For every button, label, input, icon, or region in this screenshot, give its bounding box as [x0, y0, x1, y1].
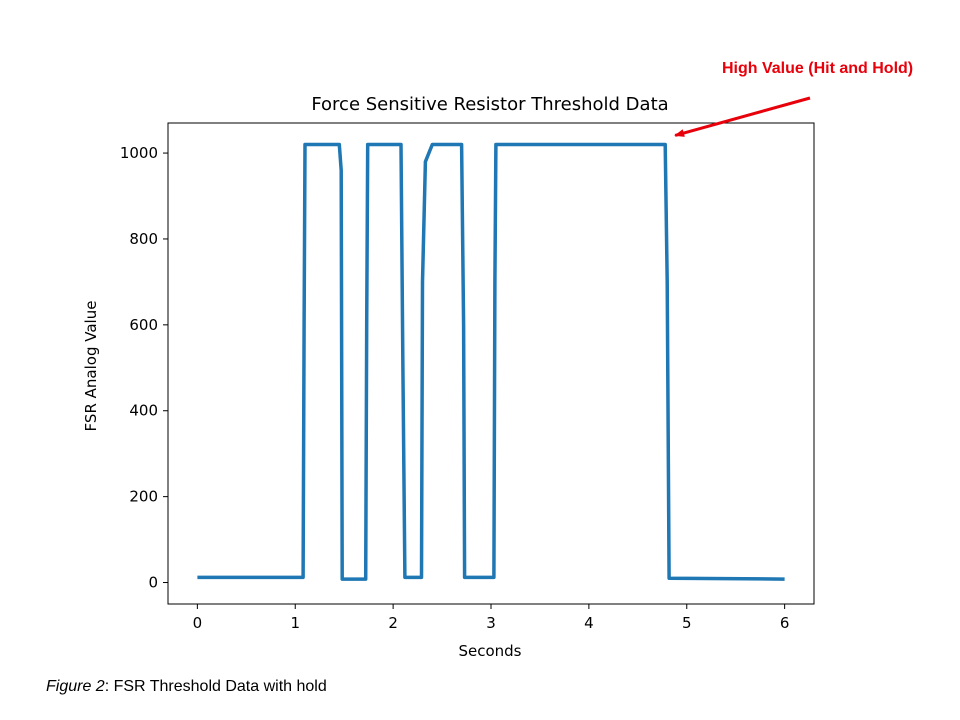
figure-label: Figure 2	[46, 678, 105, 695]
y-tick-label: 0	[148, 574, 158, 592]
figure-caption: Figure 2: FSR Threshold Data with hold	[46, 678, 327, 696]
y-tick-label: 200	[129, 488, 158, 506]
axes-ticks: 0 1 2 3 4 5 6 0 200 400 600 800 1000	[120, 144, 790, 632]
x-tick-label: 1	[290, 614, 300, 632]
caption-text: : FSR Threshold Data with hold	[104, 678, 327, 695]
annotation-arrow	[674, 96, 811, 137]
x-axis-label: Seconds	[458, 642, 521, 660]
y-axis-label: FSR Analog Value	[82, 301, 100, 432]
chart-title: Force Sensitive Resistor Threshold Data	[311, 94, 668, 115]
y-tick-label: 800	[129, 230, 158, 248]
plot-area	[167, 122, 815, 605]
axes-frame	[167, 122, 815, 605]
x-tick-label: 5	[682, 614, 692, 632]
annotation-label: High Value (Hit and Hold)	[722, 60, 914, 77]
y-tick-label: 1000	[120, 144, 158, 162]
x-tick-label: 0	[193, 614, 203, 632]
x-tick-label: 3	[486, 614, 496, 632]
y-tick-label: 400	[129, 402, 158, 420]
x-tick-label: 4	[584, 614, 594, 632]
x-tick-label: 6	[780, 614, 790, 632]
series-line-0	[197, 142, 785, 581]
y-tick-label: 600	[129, 316, 158, 334]
x-tick-label: 2	[388, 614, 398, 632]
